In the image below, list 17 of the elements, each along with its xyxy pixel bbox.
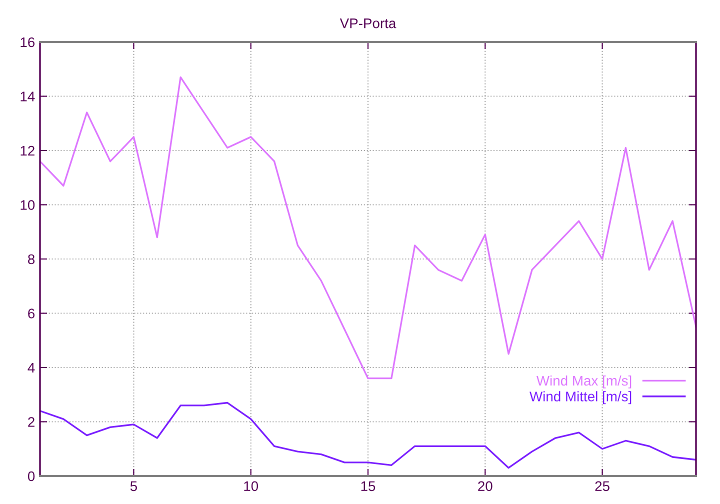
legend-label: Wind Mittel [m/s]	[530, 391, 632, 404]
y-tick-label: 2	[28, 417, 34, 427]
y-tick-label: 14	[20, 92, 35, 102]
y-tick-label: 6	[28, 308, 35, 318]
y-tick-label: 12	[20, 146, 34, 156]
y-tick-label: 10	[20, 200, 35, 210]
y-tick-label: 0	[28, 471, 35, 482]
x-tick-label: 15	[361, 481, 376, 492]
chart-title: VP-Porta	[340, 18, 396, 28]
x-tick-label: 20	[478, 481, 492, 492]
x-tick-label: 5	[130, 481, 137, 492]
x-tick-label: 25	[595, 481, 610, 492]
legend-label: Wind Max [m/s]	[536, 375, 632, 388]
y-tick-label: 4	[28, 362, 35, 373]
y-tick-label: 16	[20, 37, 35, 48]
x-tick-label: 10	[244, 481, 258, 492]
y-tick-label: 8	[28, 254, 35, 264]
